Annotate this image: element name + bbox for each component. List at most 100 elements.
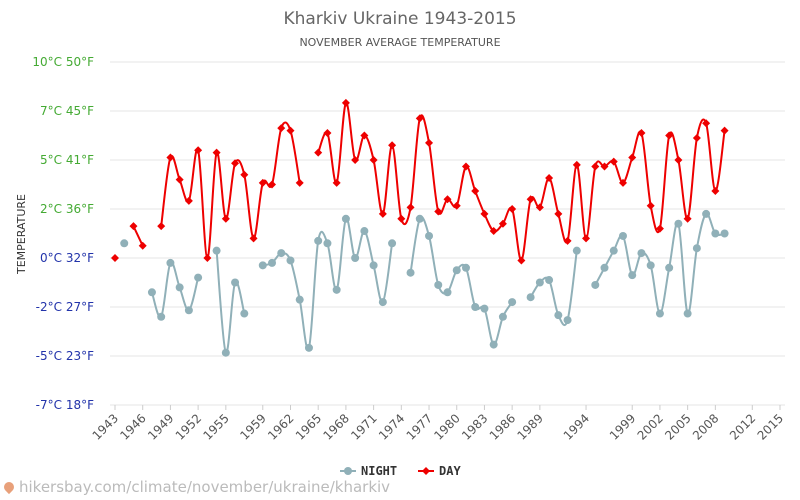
data-point[interactable] bbox=[545, 173, 554, 182]
data-point[interactable] bbox=[111, 254, 119, 262]
data-point[interactable] bbox=[341, 214, 350, 223]
data-point[interactable] bbox=[388, 141, 397, 150]
data-point[interactable] bbox=[720, 126, 729, 135]
data-point[interactable] bbox=[646, 201, 655, 210]
data-point[interactable] bbox=[489, 340, 498, 349]
data-point[interactable] bbox=[360, 131, 369, 140]
data-point[interactable] bbox=[471, 187, 480, 196]
data-point[interactable] bbox=[628, 153, 637, 162]
data-point[interactable] bbox=[434, 280, 443, 289]
data-point[interactable] bbox=[655, 224, 664, 233]
data-point[interactable] bbox=[535, 203, 544, 212]
legend-item-night[interactable]: NIGHT bbox=[340, 464, 397, 478]
data-point[interactable] bbox=[461, 263, 470, 272]
data-point[interactable] bbox=[231, 159, 240, 168]
data-point[interactable] bbox=[212, 246, 221, 255]
data-point[interactable] bbox=[480, 209, 489, 218]
data-point[interactable] bbox=[406, 268, 415, 277]
data-point[interactable] bbox=[563, 316, 572, 325]
data-point[interactable] bbox=[702, 119, 711, 128]
data-point[interactable] bbox=[692, 133, 701, 142]
data-point[interactable] bbox=[258, 178, 267, 187]
data-point[interactable] bbox=[314, 236, 323, 245]
data-point[interactable] bbox=[323, 239, 332, 248]
data-point[interactable] bbox=[508, 298, 517, 307]
data-point[interactable] bbox=[655, 309, 664, 318]
data-point[interactable] bbox=[194, 273, 203, 282]
data-point[interactable] bbox=[332, 178, 341, 187]
data-point[interactable] bbox=[517, 256, 526, 265]
data-point[interactable] bbox=[582, 234, 591, 243]
legend-item-day[interactable]: DAY bbox=[418, 464, 461, 478]
data-point[interactable] bbox=[166, 258, 175, 267]
data-point[interactable] bbox=[295, 178, 304, 187]
data-point[interactable] bbox=[609, 246, 618, 255]
data-point[interactable] bbox=[332, 285, 341, 294]
data-point[interactable] bbox=[184, 196, 193, 205]
data-point[interactable] bbox=[443, 288, 452, 297]
data-point[interactable] bbox=[286, 126, 295, 135]
data-point[interactable] bbox=[397, 214, 406, 223]
data-point[interactable] bbox=[258, 261, 267, 270]
data-point[interactable] bbox=[314, 148, 323, 157]
data-point[interactable] bbox=[683, 214, 692, 223]
data-point[interactable] bbox=[129, 222, 138, 231]
data-point[interactable] bbox=[665, 131, 674, 140]
data-point[interactable] bbox=[304, 343, 313, 352]
data-point[interactable] bbox=[175, 175, 184, 184]
data-point[interactable] bbox=[323, 129, 332, 138]
data-point[interactable] bbox=[378, 298, 387, 307]
data-point[interactable] bbox=[508, 205, 517, 213]
data-point[interactable] bbox=[637, 249, 646, 258]
data-point[interactable] bbox=[618, 178, 627, 187]
data-point[interactable] bbox=[341, 98, 350, 107]
data-point[interactable] bbox=[600, 162, 609, 171]
data-point[interactable] bbox=[665, 263, 674, 272]
data-point[interactable] bbox=[240, 170, 249, 179]
data-point[interactable] bbox=[535, 278, 544, 287]
data-point[interactable] bbox=[425, 138, 434, 147]
data-point[interactable] bbox=[277, 124, 286, 133]
data-point[interactable] bbox=[498, 312, 507, 321]
data-point[interactable] bbox=[203, 254, 212, 262]
data-point[interactable] bbox=[711, 229, 720, 238]
data-point[interactable] bbox=[425, 231, 434, 240]
data-point[interactable] bbox=[415, 214, 424, 223]
data-point[interactable] bbox=[646, 261, 655, 270]
data-point[interactable] bbox=[692, 244, 701, 253]
data-point[interactable] bbox=[157, 312, 166, 321]
data-point[interactable] bbox=[618, 231, 627, 240]
data-point[interactable] bbox=[231, 278, 240, 287]
data-point[interactable] bbox=[351, 254, 360, 262]
data-point[interactable] bbox=[572, 160, 581, 169]
data-point[interactable] bbox=[554, 311, 563, 320]
data-point[interactable] bbox=[138, 241, 147, 250]
data-point[interactable] bbox=[674, 219, 683, 228]
data-point[interactable] bbox=[526, 195, 535, 204]
data-point[interactable] bbox=[545, 276, 554, 285]
data-point[interactable] bbox=[378, 209, 387, 218]
data-point[interactable] bbox=[554, 209, 563, 218]
data-point[interactable] bbox=[480, 304, 489, 313]
data-point[interactable] bbox=[434, 207, 443, 216]
data-point[interactable] bbox=[600, 263, 609, 272]
data-point[interactable] bbox=[240, 309, 249, 318]
data-point[interactable] bbox=[286, 256, 295, 265]
data-point[interactable] bbox=[591, 280, 600, 289]
data-point[interactable] bbox=[471, 303, 480, 311]
data-point[interactable] bbox=[147, 288, 156, 297]
data-point[interactable] bbox=[184, 306, 193, 315]
data-point[interactable] bbox=[452, 266, 461, 275]
data-point[interactable] bbox=[711, 187, 720, 196]
data-point[interactable] bbox=[277, 249, 286, 258]
data-point[interactable] bbox=[628, 271, 637, 280]
data-point[interactable] bbox=[572, 246, 581, 255]
data-point[interactable] bbox=[369, 156, 378, 164]
data-point[interactable] bbox=[637, 129, 646, 138]
data-point[interactable] bbox=[720, 229, 729, 238]
data-point[interactable] bbox=[489, 227, 498, 236]
data-point[interactable] bbox=[498, 219, 507, 228]
data-point[interactable] bbox=[674, 156, 683, 164]
data-point[interactable] bbox=[415, 114, 424, 123]
data-point[interactable] bbox=[120, 239, 129, 248]
